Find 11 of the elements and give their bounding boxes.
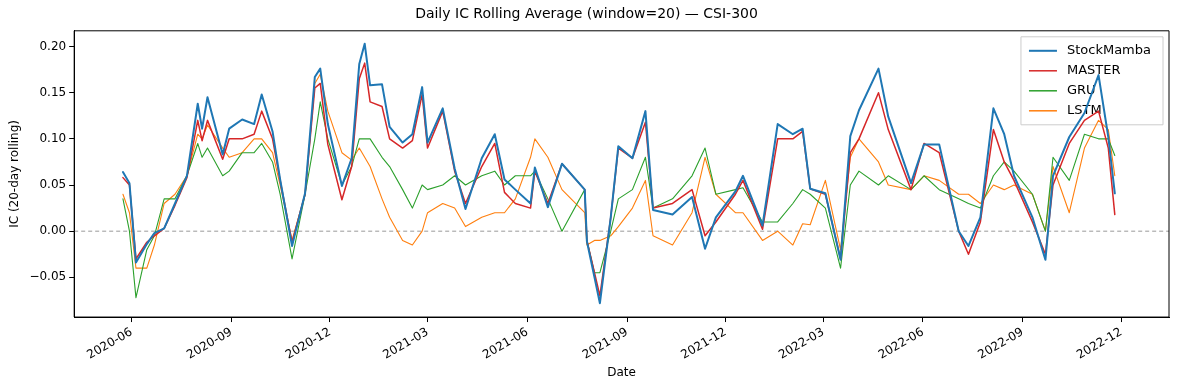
y-tick-label: 0.10 — [39, 130, 67, 145]
x-axis-title: Date — [607, 364, 636, 379]
chart-title: Daily IC Rolling Average (window=20) — CSI-300 — [415, 5, 758, 22]
y-tick-label: 0.00 — [39, 223, 67, 238]
y-axis-title: IC (20-day rolling) — [7, 120, 22, 228]
y-tick-label: 0.20 — [39, 38, 67, 53]
y-tick-label: −0.05 — [29, 269, 67, 284]
y-tick-label: 0.15 — [39, 84, 67, 99]
legend-label: MASTER — [1066, 62, 1121, 78]
y-tick-label: 0.05 — [39, 177, 67, 192]
legend-label: StockMamba — [1066, 42, 1151, 58]
